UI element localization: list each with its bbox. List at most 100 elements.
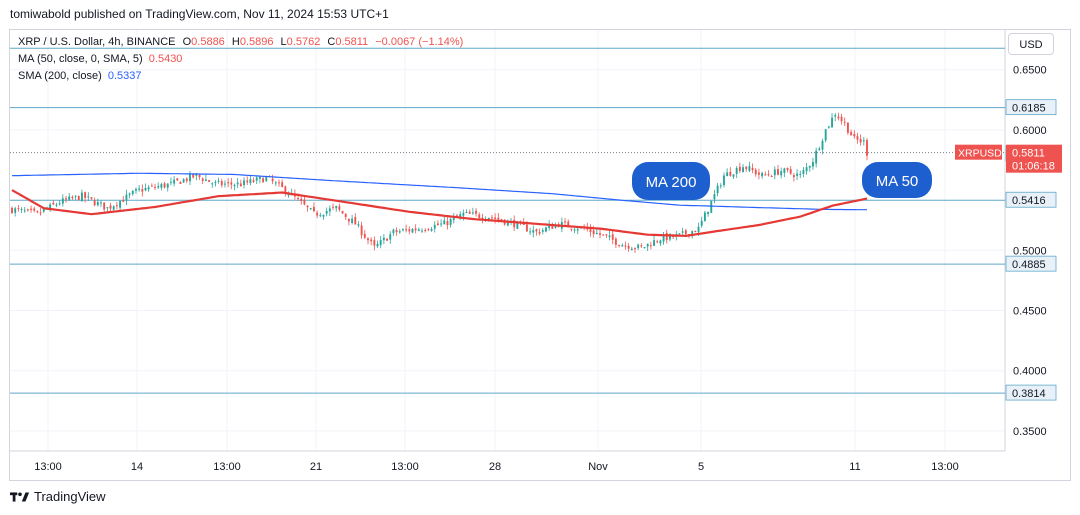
x-tick-label: 13:00 <box>391 461 419 473</box>
candle-body <box>150 185 153 187</box>
candle-body <box>224 183 226 185</box>
tradingview-footer[interactable]: TradingView <box>10 489 106 504</box>
candle-body <box>198 174 201 178</box>
x-tick-label: 13:00 <box>34 461 62 473</box>
high-value: 0.5896 <box>239 36 274 48</box>
candle-body <box>808 166 811 168</box>
chart-frame[interactable] <box>9 29 1071 481</box>
candle-body <box>11 207 13 213</box>
candle-body <box>185 178 188 181</box>
currency-button[interactable]: USD <box>1008 33 1054 55</box>
sma200-legend[interactable]: SMA (200, close) 0.5337 <box>18 70 141 82</box>
candle-body <box>831 117 833 128</box>
candle-body <box>58 203 61 205</box>
candle-body <box>802 170 805 174</box>
y-tick-label: 0.4500 <box>1013 306 1047 318</box>
candle-body <box>427 229 430 231</box>
candle-body <box>163 183 166 188</box>
candle-body <box>541 230 544 232</box>
high-label: H <box>231 36 240 48</box>
candle-body <box>459 214 462 217</box>
candle-body <box>821 140 824 150</box>
candle-body <box>850 131 853 136</box>
candle-body <box>659 240 662 244</box>
candle-body <box>55 204 58 206</box>
candle-body <box>621 245 624 247</box>
x-tick-label: 5 <box>698 461 704 473</box>
candle-body <box>309 208 312 210</box>
ma50-callout[interactable] <box>862 162 932 198</box>
candle-body <box>656 241 659 243</box>
candle-body <box>653 240 655 246</box>
candle-body <box>592 230 595 235</box>
candle-body <box>408 229 411 232</box>
price-marker-label: 0.4885 <box>1012 259 1046 271</box>
candle-body <box>297 197 300 199</box>
symbol-tag <box>955 144 1002 160</box>
candle-body <box>160 184 163 188</box>
candle-body <box>417 229 420 231</box>
candle-body <box>376 243 379 247</box>
close-label: C <box>327 36 336 48</box>
candle-body <box>707 211 710 214</box>
candle-body <box>182 179 185 183</box>
candle-body <box>605 234 608 236</box>
candle-body <box>33 208 36 211</box>
candle-body <box>757 172 760 175</box>
candle-body <box>697 226 700 232</box>
candle-body <box>824 129 827 141</box>
candle-body <box>357 224 360 226</box>
candle-body <box>287 194 290 196</box>
current-price-text: 0.5811 <box>1012 148 1045 160</box>
candle-body <box>154 186 156 188</box>
candle-body <box>573 229 576 231</box>
candle-body <box>335 205 338 209</box>
candle-body <box>478 214 481 218</box>
candle-body <box>379 240 382 246</box>
candle-body <box>112 206 115 210</box>
candle-body <box>344 213 347 218</box>
candle-body <box>392 229 395 234</box>
candle-body <box>643 247 646 249</box>
candle-body <box>106 207 109 209</box>
ma50-legend[interactable]: MA (50, close, 0, SMA, 5) 0.5430 <box>18 53 182 65</box>
ma200-callout[interactable] <box>632 162 710 200</box>
candle-body <box>236 182 239 185</box>
candle-body <box>96 201 99 206</box>
ma50-legend-label: MA (50, close, 0, SMA, 5) <box>18 53 143 65</box>
candle-body <box>316 212 319 216</box>
candle-body <box>703 212 706 222</box>
change-value: −0.0067 (−1.14%) <box>375 36 464 48</box>
candle-body <box>735 167 738 174</box>
candle-body <box>74 195 77 197</box>
sma200-line[interactable] <box>11 172 867 211</box>
candle-body <box>30 208 33 210</box>
candle-body <box>341 211 344 214</box>
candle-body <box>354 217 357 225</box>
publisher-caption: tomiwabold published on TradingView.com,… <box>10 7 389 21</box>
candle-body <box>138 188 141 190</box>
candle-body <box>700 220 703 226</box>
candle-body <box>490 217 493 219</box>
candle-body <box>373 240 376 246</box>
candle-body <box>49 204 52 211</box>
candle-body <box>84 192 87 198</box>
candle-body <box>93 200 96 206</box>
candle-body <box>144 187 147 191</box>
candle-body <box>691 231 694 237</box>
candle-body <box>14 208 17 213</box>
y-tick-label: 0.5000 <box>1013 245 1047 257</box>
candle-body <box>742 167 744 173</box>
candle-body <box>487 217 490 221</box>
symbol-title[interactable]: XRP / U.S. Dollar, 4h, BINANCE <box>18 36 176 48</box>
ma50-line[interactable] <box>11 189 868 238</box>
candle-body <box>729 171 732 176</box>
tradingview-brand: TradingView <box>34 489 106 504</box>
candle-body <box>141 189 144 192</box>
candle-body <box>122 200 125 202</box>
candle-body <box>61 198 64 204</box>
candle-body <box>866 140 868 156</box>
candle-body <box>640 245 643 247</box>
candle-body <box>351 218 354 223</box>
